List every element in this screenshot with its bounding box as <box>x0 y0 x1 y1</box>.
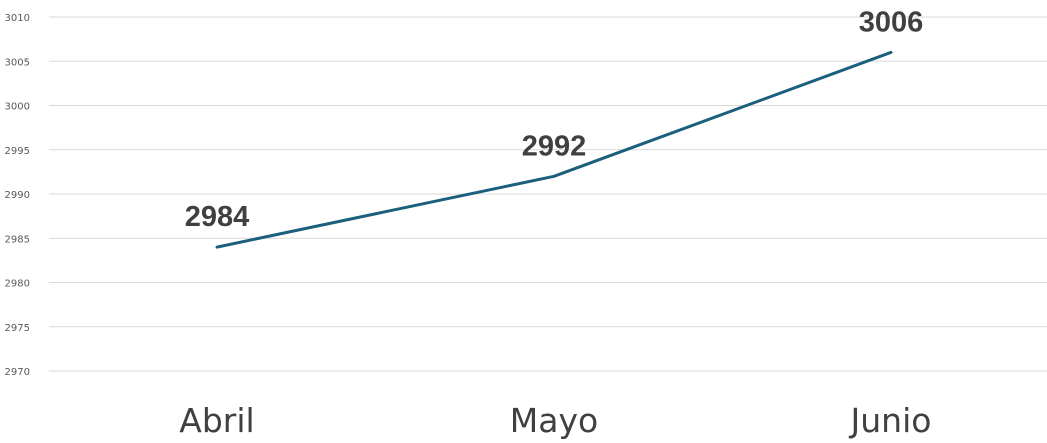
x-axis-ticks: Abril Mayo Junio <box>179 401 931 440</box>
y-tick-label: 2975 <box>5 323 30 334</box>
y-tick-label: 3005 <box>5 57 30 68</box>
data-label: 2984 <box>185 201 250 233</box>
x-tick-label: Mayo <box>510 401 598 440</box>
x-tick-label: Junio <box>849 401 932 440</box>
x-tick-label: Abril <box>179 401 254 440</box>
series-layer <box>215 50 893 249</box>
y-tick-label: 2980 <box>5 279 30 290</box>
y-tick-label: 2990 <box>5 190 30 201</box>
gridlines <box>49 16 1047 372</box>
data-label: 2992 <box>522 130 587 162</box>
y-tick-label: 2995 <box>5 146 30 157</box>
y-tick-label: 2970 <box>5 367 30 378</box>
y-axis-ticks: 2970 2975 2980 2985 2990 2995 3000 3005 3010 <box>5 13 30 378</box>
y-tick-label: 2985 <box>5 234 30 245</box>
data-label: 3006 <box>859 6 924 38</box>
series-line <box>215 50 893 249</box>
y-tick-label: 3000 <box>5 102 30 113</box>
data-labels: 2984 2992 3006 <box>185 6 924 233</box>
y-tick-label: 3010 <box>5 13 30 24</box>
